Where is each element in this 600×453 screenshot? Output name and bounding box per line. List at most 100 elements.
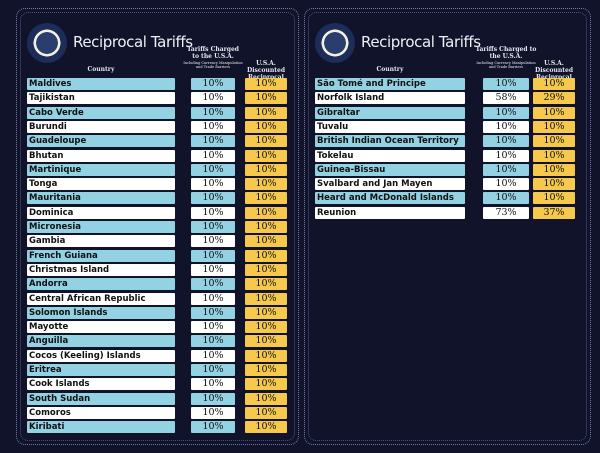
table-row: Cabo Verde 10% 10% <box>17 106 298 119</box>
country-cell: Reunion <box>315 206 465 219</box>
table-row: Cook Islands 10% 10% <box>17 378 298 391</box>
charged-tariff-cell: 10% <box>191 192 235 205</box>
table-row: Andorra 10% 10% <box>17 278 298 291</box>
charged-tariff-cell: 10% <box>191 78 235 90</box>
country-cell: British Indian Ocean Territory <box>315 135 465 148</box>
discounted-tariff-cell: 10% <box>245 163 287 176</box>
country-cell: Eritrea <box>27 364 175 376</box>
charged-tariff-cell: 10% <box>191 392 235 405</box>
country-cell: Bhutan <box>27 149 175 162</box>
table-row: Burundi 10% 10% <box>17 120 298 133</box>
charged-tariff-cell: 10% <box>191 421 235 434</box>
discounted-tariff-cell: 10% <box>245 92 287 105</box>
charged-tariff-cell: 10% <box>191 406 235 419</box>
country-cell: Cook Islands <box>27 378 175 391</box>
charged-tariff-cell: 10% <box>191 349 235 362</box>
country-cell: Guadeloupe <box>27 135 175 148</box>
table-row: Dominica 10% 10% <box>17 206 298 219</box>
column-header-charged: Tariffs Charged to the U.S.A. Including C… <box>475 46 537 69</box>
country-cell: Solomon Islands <box>27 306 175 319</box>
discounted-tariff-cell: 10% <box>245 421 287 434</box>
charged-tariff-cell: 10% <box>191 249 235 262</box>
discounted-tariff-cell: 10% <box>245 120 287 133</box>
column-header-charged-title: Tariffs Charged to the U.S.A. <box>186 46 239 60</box>
column-header-charged-note: Including Currency Manipulation and Trad… <box>183 60 243 69</box>
charged-tariff-cell: 10% <box>191 335 235 348</box>
table-row: Tuvalu 10% 10% <box>305 120 590 133</box>
charged-tariff-cell: 10% <box>483 135 529 148</box>
table-row: Central African Republic 10% 10% <box>17 292 298 305</box>
table-row: Micronesia 10% 10% <box>17 221 298 233</box>
charged-tariff-cell: 10% <box>483 192 529 205</box>
table-row: Martinique 10% 10% <box>17 163 298 176</box>
table-row: Mayotte 10% 10% <box>17 321 298 334</box>
discounted-tariff-cell: 10% <box>533 192 575 205</box>
discounted-tariff-cell: 10% <box>533 78 575 90</box>
country-cell: Mayotte <box>27 321 175 334</box>
table-row: Guinea-Bissau 10% 10% <box>305 163 590 176</box>
table-row: Tonga 10% 10% <box>17 178 298 191</box>
discounted-tariff-cell: 10% <box>245 106 287 119</box>
country-cell: Comoros <box>27 406 175 419</box>
charged-tariff-cell: 10% <box>191 92 235 105</box>
charged-tariff-cell: 10% <box>191 149 235 162</box>
country-cell: Tajikistan <box>27 92 175 105</box>
discounted-tariff-cell: 37% <box>533 206 575 219</box>
discounted-tariff-cell: 10% <box>245 306 287 319</box>
discounted-tariff-cell: 10% <box>533 106 575 119</box>
table-row: Reunion 73% 37% <box>305 206 590 219</box>
discounted-tariff-cell: 10% <box>245 249 287 262</box>
table-row: French Guiana 10% 10% <box>17 249 298 262</box>
country-cell: French Guiana <box>27 249 175 262</box>
table-row: Tajikistan 10% 10% <box>17 92 298 105</box>
country-cell: Tuvalu <box>315 120 465 133</box>
charged-tariff-cell: 10% <box>191 206 235 219</box>
discounted-tariff-cell: 10% <box>533 163 575 176</box>
country-cell: Heard and McDonald Islands <box>315 192 465 205</box>
country-cell: South Sudan <box>27 392 175 405</box>
table-row: Heard and McDonald Islands 10% 10% <box>305 192 590 205</box>
country-cell: Gibraltar <box>315 106 465 119</box>
charged-tariff-cell: 10% <box>483 120 529 133</box>
column-header-charged-title: Tariffs Charged to the U.S.A. <box>475 46 537 60</box>
table-row: Eritrea 10% 10% <box>17 364 298 376</box>
discounted-tariff-cell: 10% <box>533 120 575 133</box>
tariff-panel-left: Reciprocal Tariffs Country Tariffs Charged… <box>16 8 299 445</box>
country-cell: Tonga <box>27 178 175 191</box>
country-cell: Tokelau <box>315 149 465 162</box>
discounted-tariff-cell: 10% <box>245 135 287 148</box>
discounted-tariff-cell: 10% <box>245 149 287 162</box>
discounted-tariff-cell: 10% <box>245 192 287 205</box>
charged-tariff-cell: 10% <box>483 163 529 176</box>
charged-tariff-cell: 10% <box>191 292 235 305</box>
discounted-tariff-cell: 29% <box>533 92 575 105</box>
country-cell: Central African Republic <box>27 292 175 305</box>
presidential-seal-icon <box>315 23 355 63</box>
column-header-country: Country <box>87 66 115 73</box>
country-cell: Andorra <box>27 278 175 291</box>
column-header-charged-note: Including Currency Manipulation and Trad… <box>476 60 536 69</box>
table-row: Guadeloupe 10% 10% <box>17 135 298 148</box>
country-cell: Maldives <box>27 78 175 90</box>
discounted-tariff-cell: 10% <box>245 278 287 291</box>
table-row: Anguilla 10% 10% <box>17 335 298 348</box>
table-row: Comoros 10% 10% <box>17 406 298 419</box>
discounted-tariff-cell: 10% <box>245 321 287 334</box>
table-row: Gambia 10% 10% <box>17 235 298 248</box>
country-cell: Martinique <box>27 163 175 176</box>
discounted-tariff-cell: 10% <box>245 178 287 191</box>
panel-title: Reciprocal Tariffs <box>361 33 481 51</box>
country-cell: Cabo Verde <box>27 106 175 119</box>
table-row: Norfolk Island 58% 29% <box>305 92 590 105</box>
discounted-tariff-cell: 10% <box>245 364 287 376</box>
country-cell: Svalbard and Jan Mayen <box>315 178 465 191</box>
country-cell: Dominica <box>27 206 175 219</box>
charged-tariff-cell: 10% <box>191 235 235 248</box>
panel-title: Reciprocal Tariffs <box>73 33 193 51</box>
charged-tariff-cell: 10% <box>483 106 529 119</box>
charged-tariff-cell: 10% <box>191 106 235 119</box>
country-cell: Mauritania <box>27 192 175 205</box>
column-header-charged: Tariffs Charged to the U.S.A. Including C… <box>183 46 243 69</box>
table-row: Bhutan 10% 10% <box>17 149 298 162</box>
country-cell: São Tomé and Principe <box>315 78 465 90</box>
